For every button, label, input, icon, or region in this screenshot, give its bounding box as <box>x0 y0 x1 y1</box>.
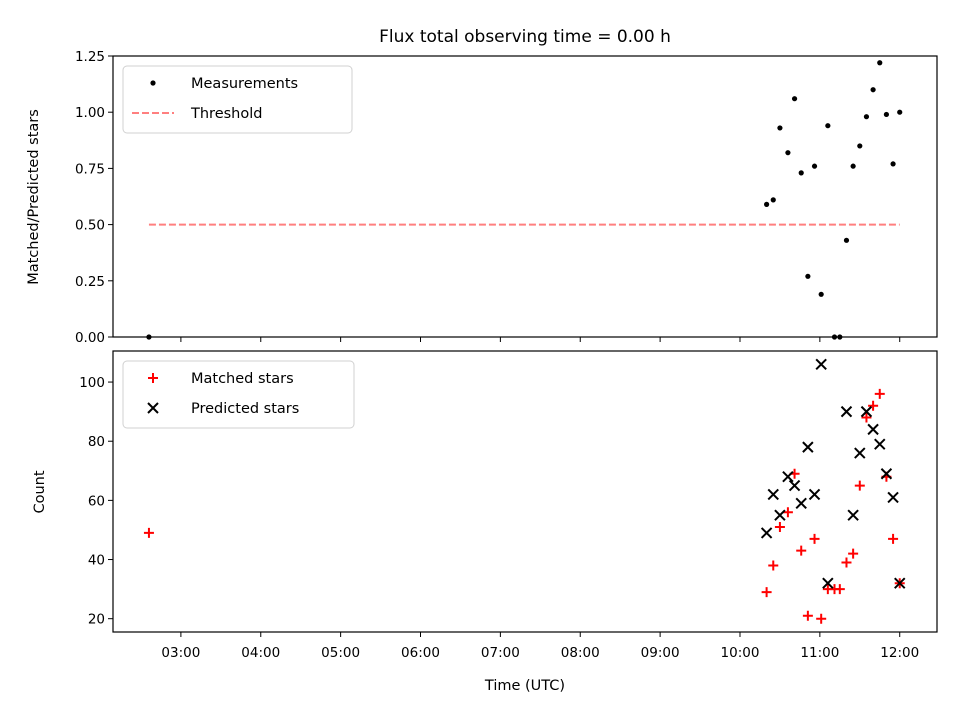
x-tick-label: 03:00 <box>161 645 200 661</box>
data-point <box>764 201 770 207</box>
legend-label: Threshold <box>190 106 262 122</box>
legend: Matched stars Predicted stars <box>122 360 355 429</box>
data-point <box>761 587 772 598</box>
x-tick-label: 08:00 <box>561 645 600 661</box>
data-point <box>874 438 886 450</box>
x-tick-label: 11:00 <box>800 645 839 661</box>
data-point <box>785 150 791 156</box>
data-point <box>809 533 820 544</box>
x-axis-label: Time (UTC) <box>484 678 565 694</box>
y-tick-label: 1.00 <box>75 105 105 121</box>
x-tick-label: 12:00 <box>880 645 919 661</box>
data-point <box>868 400 879 411</box>
top-y-axis-label: Matched/Predicted stars <box>26 109 42 285</box>
legend-label: Measurements <box>191 76 298 92</box>
data-point <box>805 273 811 279</box>
data-point <box>857 143 863 149</box>
series-predicted-stars <box>760 358 906 589</box>
data-point <box>825 123 831 129</box>
data-point <box>815 358 827 371</box>
axes-frame <box>112 55 938 338</box>
data-point <box>777 125 783 131</box>
data-point <box>840 405 853 418</box>
data-point <box>874 388 885 399</box>
data-point <box>861 412 872 423</box>
data-point <box>782 471 794 483</box>
x-tick-label: 06:00 <box>401 645 440 661</box>
data-point <box>143 527 154 538</box>
y-tick-label: 0.50 <box>75 218 105 234</box>
data-point <box>782 507 793 518</box>
data-point <box>818 291 824 297</box>
y-tick-label: 100 <box>79 375 105 391</box>
x-tick-label: 05:00 <box>321 645 360 661</box>
data-point <box>854 447 866 459</box>
data-point <box>854 480 865 491</box>
data-point <box>774 521 785 532</box>
data-point <box>883 111 890 118</box>
legend-marker-swatch <box>147 402 159 414</box>
series-matched-stars <box>143 388 905 624</box>
count-panel: 20 40 60 80 100 03:00 04:00 05:00 06:00 07:00 08:0… <box>79 350 938 661</box>
data-point <box>767 488 779 501</box>
data-point <box>795 497 807 510</box>
data-point <box>798 170 804 176</box>
data-point <box>768 560 779 571</box>
series-measurements <box>146 60 903 340</box>
data-point <box>841 557 852 568</box>
data-point <box>770 197 776 203</box>
y-tick-label: 60 <box>88 493 105 509</box>
y-tick-label: 80 <box>88 434 105 450</box>
data-point <box>877 60 883 66</box>
data-point <box>796 545 807 556</box>
data-point <box>834 584 845 595</box>
y-tick-label: 0.00 <box>75 330 105 346</box>
data-point <box>867 423 879 436</box>
data-point <box>811 163 818 169</box>
bottom-y-axis-label: Count <box>32 470 48 513</box>
legend-marker-swatch <box>148 373 158 383</box>
data-point <box>880 468 893 480</box>
data-point <box>894 577 906 589</box>
axes-frame <box>112 350 938 633</box>
data-point <box>822 577 834 589</box>
legend-box <box>122 65 353 134</box>
data-point <box>760 527 773 539</box>
x-tick-label: 07:00 <box>481 645 520 661</box>
legend-label: Predicted stars <box>191 401 299 417</box>
data-point <box>860 405 873 418</box>
y-tick-label: 1.25 <box>75 49 105 65</box>
x-tick-label: 10:00 <box>721 645 760 661</box>
legend-label: Matched stars <box>191 371 294 387</box>
chart-title: Flux total observing time = 0.00 h <box>379 27 671 47</box>
data-point <box>774 509 786 521</box>
data-point <box>848 548 859 559</box>
data-point <box>897 109 903 115</box>
x-tick-label: 04:00 <box>241 645 280 661</box>
data-point <box>847 509 859 521</box>
y-tick-label: 40 <box>88 553 105 569</box>
y-tick-label: 0.25 <box>75 274 105 290</box>
ratio-panel: 0.00 0.25 0.50 0.75 1.00 1.25 Measurements Thre… <box>75 49 938 346</box>
legend-box <box>122 360 355 429</box>
data-point <box>850 163 856 169</box>
data-point <box>816 613 827 624</box>
y-tick-label: 0.75 <box>75 161 105 177</box>
data-point <box>791 96 798 102</box>
data-point <box>788 479 801 492</box>
data-point <box>863 114 870 120</box>
data-point <box>808 488 821 501</box>
data-point <box>888 533 899 544</box>
data-point <box>802 610 813 621</box>
x-tick-label: 09:00 <box>641 645 680 661</box>
data-point <box>843 237 850 243</box>
legend: Measurements Threshold <box>122 65 353 134</box>
y-tick-label: 20 <box>88 612 105 628</box>
data-point <box>802 441 814 453</box>
data-point <box>890 161 896 167</box>
data-point <box>887 491 899 504</box>
legend-marker-swatch <box>150 80 156 86</box>
data-point <box>870 87 876 93</box>
